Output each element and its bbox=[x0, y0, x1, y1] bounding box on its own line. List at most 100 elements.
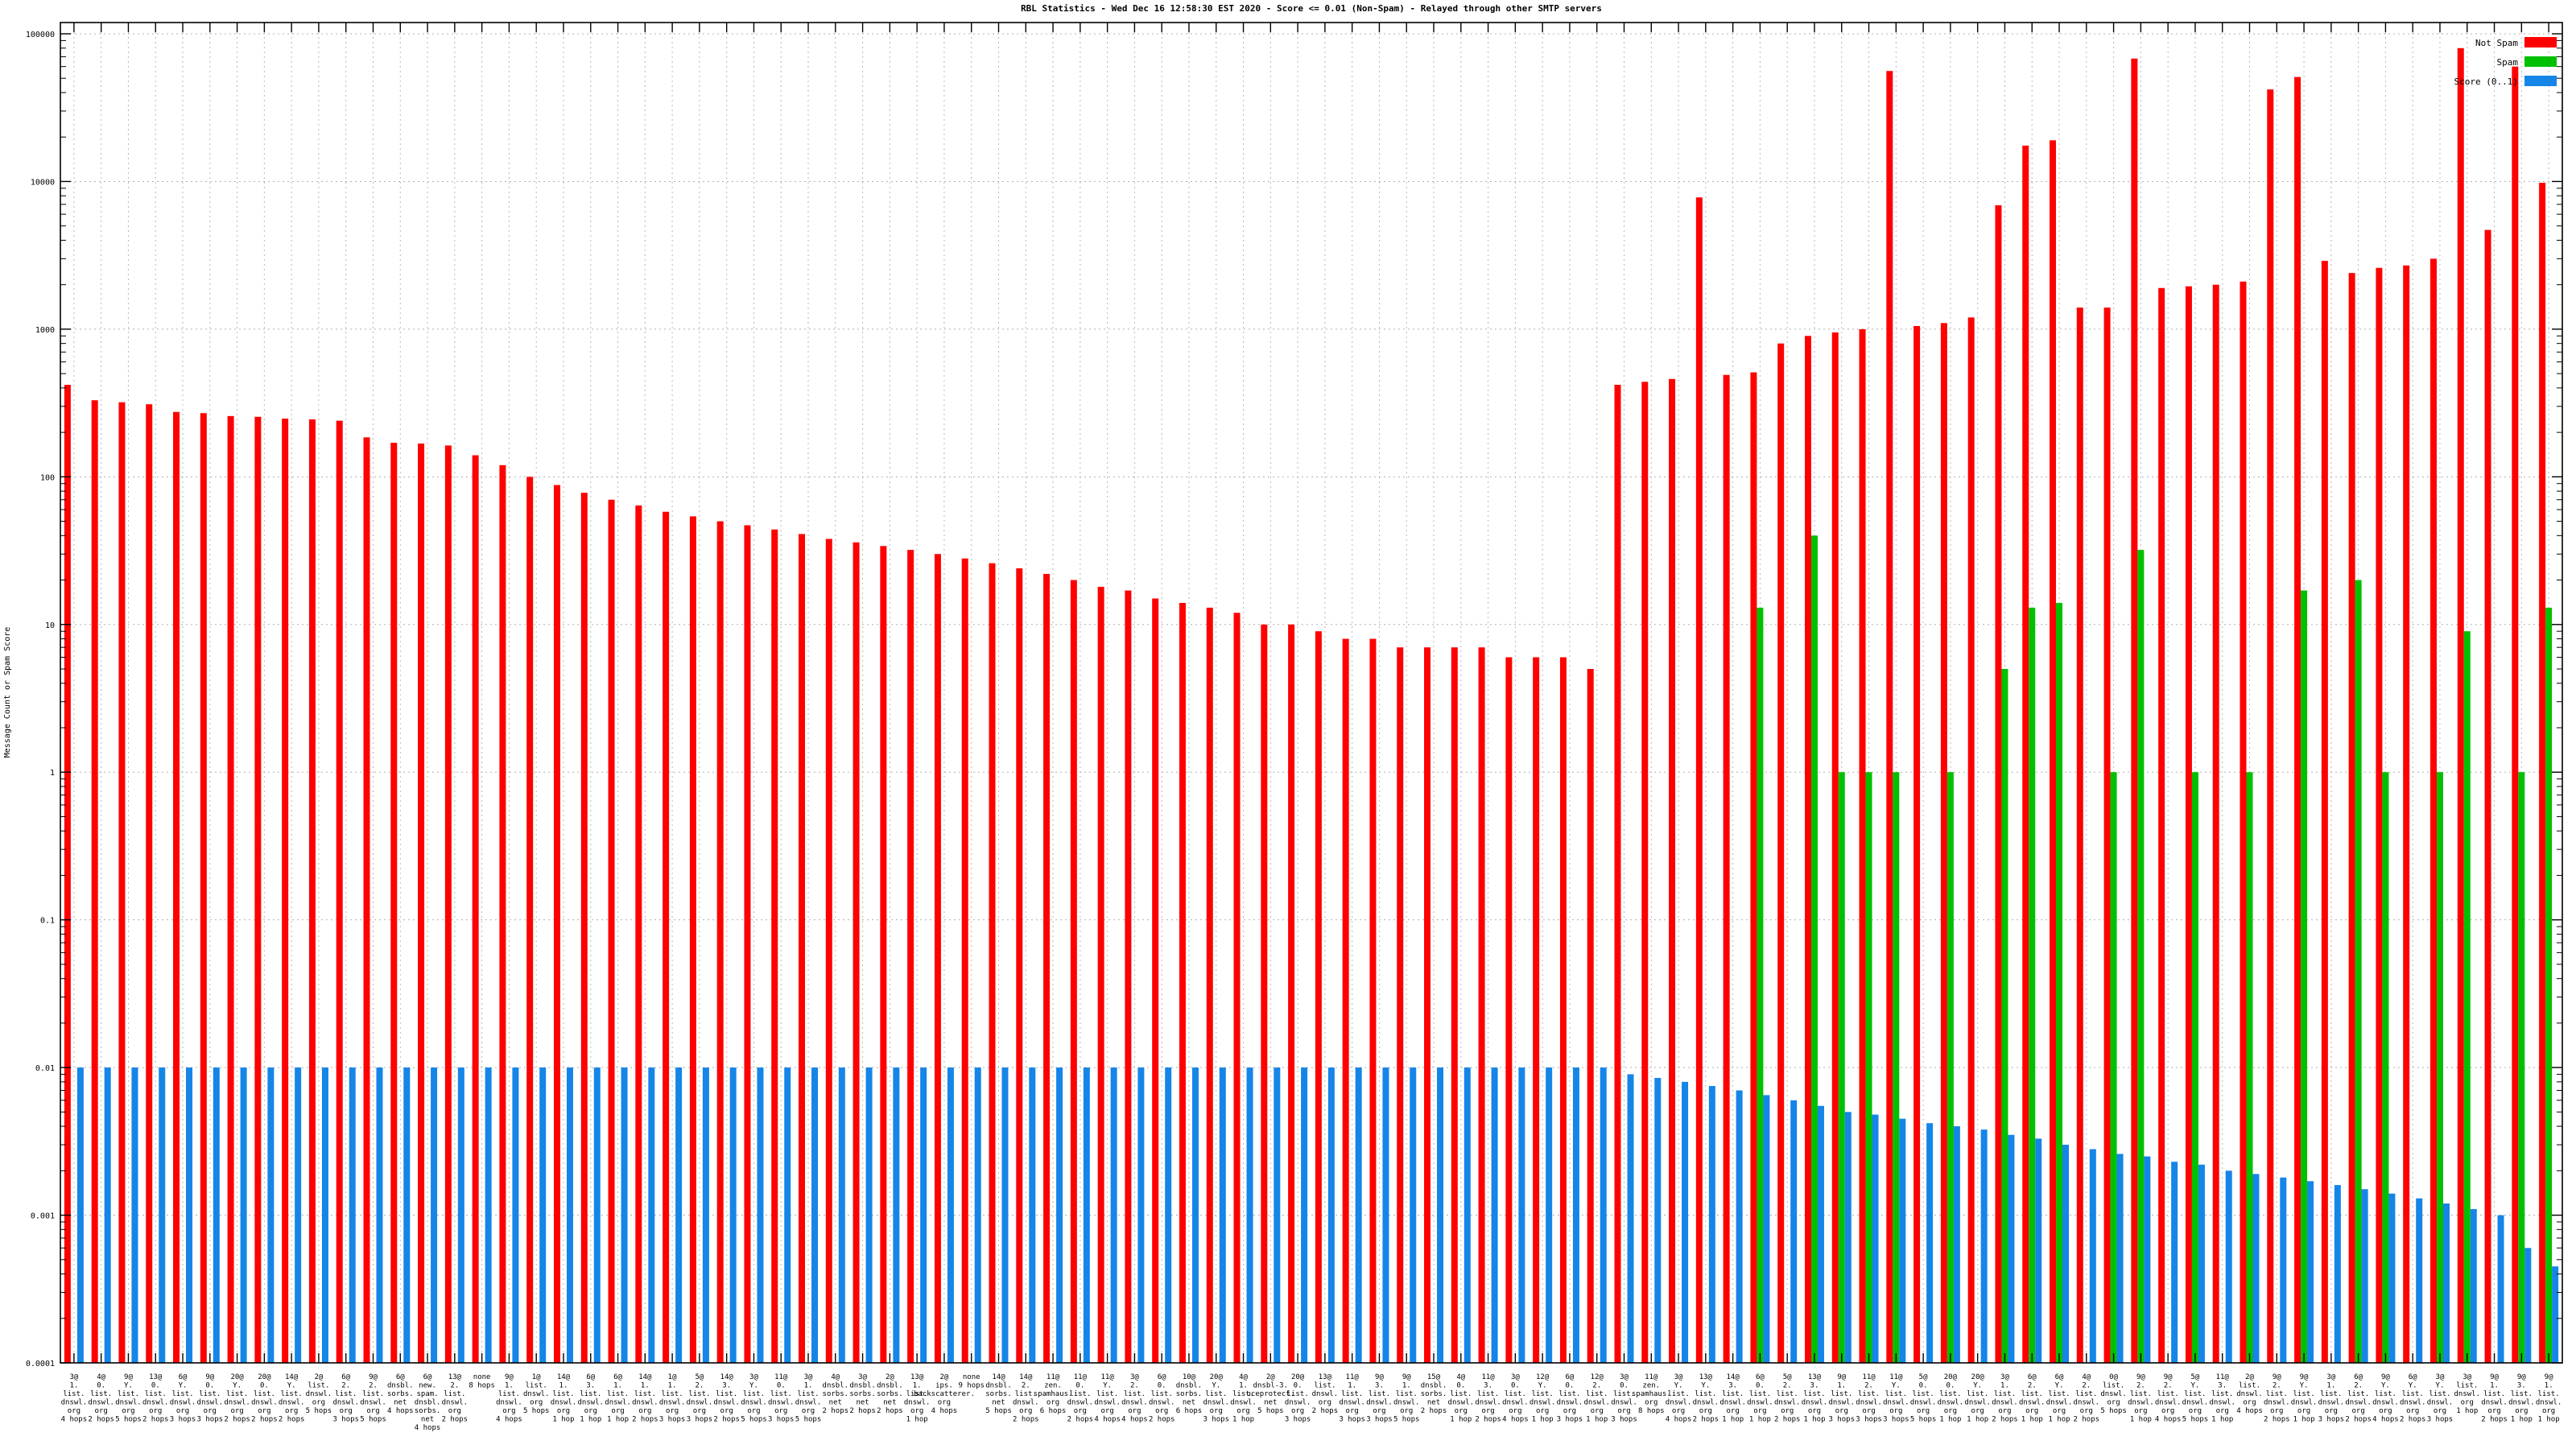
bar-not-spam bbox=[716, 521, 724, 1363]
x-tick-label: 12@ Y. list. dnswl. org 1 hop bbox=[1530, 1373, 1556, 1424]
bar-score-0-1 bbox=[838, 1067, 845, 1363]
x-tick-label: 6@ Y. list. dnswl. org 3 hops bbox=[170, 1373, 196, 1424]
bar-not-spam bbox=[2267, 89, 2274, 1364]
bar-score-0-1 bbox=[2089, 1149, 2096, 1363]
bar-not-spam bbox=[1641, 382, 1649, 1363]
x-tick-label: 9@ 2. list. dnswl. org 5 hops bbox=[360, 1373, 386, 1424]
bar-not-spam bbox=[2484, 229, 2491, 1363]
bar-not-spam bbox=[1669, 378, 1676, 1363]
bar-score-0-1 bbox=[1382, 1067, 1389, 1363]
bar-score-0-1 bbox=[131, 1067, 138, 1363]
bar-score-0-1 bbox=[784, 1067, 791, 1363]
x-tick-label: 9@ Y. list. dnswl. org 4 hops bbox=[2372, 1373, 2399, 1424]
x-tick-label: 11@ 0. list. dnswl. org 3 hops bbox=[768, 1373, 795, 1424]
bar-score-0-1 bbox=[1029, 1067, 1036, 1363]
x-tick-label: 10@ dnsbl. sorbs. net 6 hops bbox=[1176, 1373, 1203, 1415]
bar-spam bbox=[2301, 590, 2308, 1363]
x-tick-label: 12@ 2. list. dnswl. org 1 hop bbox=[1583, 1373, 1610, 1424]
bar-score-0-1 bbox=[2361, 1189, 2368, 1363]
bar-not-spam bbox=[1723, 374, 1730, 1363]
bar-not-spam bbox=[1940, 323, 1947, 1363]
y-tick-label: 0.01 bbox=[35, 1064, 55, 1073]
bar-not-spam bbox=[799, 534, 806, 1363]
x-tick-label: 13@ 3. list. dnswl. org 1 hop bbox=[1802, 1373, 1828, 1424]
bar-not-spam bbox=[2294, 76, 2301, 1363]
bar-score-0-1 bbox=[757, 1067, 764, 1363]
x-tick-label: 9@ 1. list. dnswl. org 2 hops bbox=[2481, 1373, 2508, 1424]
x-tick-label: 2@ dnsbl. sorbs. net 2 hops bbox=[877, 1373, 903, 1415]
bar-spam bbox=[1865, 772, 1872, 1363]
bar-not-spam bbox=[254, 416, 262, 1363]
bar-score-0-1 bbox=[1056, 1067, 1063, 1363]
bar-not-spam bbox=[2185, 286, 2192, 1364]
bar-score-0-1 bbox=[1627, 1074, 1634, 1363]
y-tick-label: 0.1 bbox=[40, 917, 55, 926]
bar-score-0-1 bbox=[431, 1067, 438, 1363]
x-tick-label: 9@ 1. list. dnswl. org 3 hops bbox=[1829, 1373, 1856, 1424]
bar-not-spam bbox=[2050, 140, 2057, 1364]
bar-not-spam bbox=[1505, 657, 1513, 1363]
bar-not-spam bbox=[608, 499, 615, 1363]
x-tick-label: 3@ 1. list. dnswl. org 4 hops bbox=[61, 1373, 88, 1424]
bar-not-spam bbox=[553, 485, 560, 1363]
x-tick-label: 4@ 2. list. dnswl. org 2 hops bbox=[2074, 1373, 2100, 1424]
bar-not-spam bbox=[336, 420, 343, 1363]
x-tick-label: 6@ 1. list. dnswl. org 1 hop bbox=[605, 1373, 631, 1424]
bar-score-0-1 bbox=[213, 1067, 220, 1363]
bar-spam bbox=[2355, 580, 2362, 1363]
bar-spam bbox=[2518, 772, 2525, 1363]
y-tick-label: 100 bbox=[40, 473, 55, 482]
bar-score-0-1 bbox=[1137, 1067, 1145, 1363]
bar-score-0-1 bbox=[2442, 1203, 2450, 1363]
bar-spam bbox=[2382, 772, 2389, 1363]
bar-not-spam bbox=[2457, 47, 2464, 1364]
x-tick-label: 11@ 0. list. dnswl. org 2 hops bbox=[1067, 1373, 1094, 1424]
x-tick-label: none 8 hops bbox=[469, 1373, 495, 1390]
bar-not-spam bbox=[989, 563, 996, 1363]
legend-label: Spam bbox=[2497, 57, 2519, 68]
bar-score-0-1 bbox=[1491, 1067, 1498, 1363]
bar-not-spam bbox=[2212, 284, 2219, 1363]
bar-score-0-1 bbox=[1518, 1067, 1525, 1363]
bar-not-spam bbox=[2321, 261, 2328, 1363]
x-tick-label: 3@ 1. list. dnswl. org 3 hops bbox=[2318, 1373, 2345, 1424]
bar-spam bbox=[1757, 607, 1764, 1363]
bar-score-0-1 bbox=[865, 1067, 873, 1363]
bar-not-spam bbox=[2429, 258, 2437, 1363]
x-tick-label: 3@ 0. list. dnswl. org 4 hops bbox=[1502, 1373, 1529, 1424]
bar-score-0-1 bbox=[811, 1067, 819, 1363]
x-tick-label: 6@ 0. list. dnswl. org 2 hops bbox=[1149, 1373, 1175, 1424]
bar-not-spam bbox=[1288, 624, 1295, 1363]
grid-lines bbox=[60, 23, 2562, 1363]
x-tick-label: 6@ Y. list. dnswl. org 2 hops bbox=[2400, 1373, 2426, 1424]
bar-spam bbox=[2246, 772, 2253, 1363]
x-tick-label: 2@ ips. backscatterer. org 4 hops bbox=[914, 1373, 975, 1415]
bar-score-0-1 bbox=[1437, 1067, 1444, 1363]
bar-score-0-1 bbox=[2524, 1248, 2532, 1363]
x-tick-label: 0@ list. dnswl. org 5 hops bbox=[2100, 1373, 2127, 1415]
bar-score-0-1 bbox=[159, 1067, 166, 1363]
chart-title: RBL Statistics - Wed Dec 16 12:58:30 EST… bbox=[1021, 3, 1602, 14]
bar-score-0-1 bbox=[1654, 1078, 1662, 1363]
bar-score-0-1 bbox=[1001, 1067, 1009, 1363]
bar-not-spam bbox=[1179, 602, 1186, 1363]
bar-not-spam bbox=[1233, 613, 1241, 1363]
x-tick-label: 3@ 0. list. dnswl. org 3 hops bbox=[1611, 1373, 1637, 1424]
bar-score-0-1 bbox=[2116, 1154, 2124, 1363]
bar-not-spam bbox=[91, 400, 98, 1363]
bar-not-spam bbox=[526, 477, 534, 1364]
x-tick-label: 5@ 0. list. dnswl. org 5 hops bbox=[1910, 1373, 1937, 1424]
bar-spam bbox=[2029, 607, 2036, 1363]
bar-score-0-1 bbox=[2334, 1185, 2341, 1363]
x-tick-label: 11@ zen. spamhaus. org 8 hops bbox=[1632, 1373, 1671, 1415]
bar-score-0-1 bbox=[893, 1067, 900, 1363]
bar-not-spam bbox=[689, 516, 696, 1363]
bar-spam bbox=[1838, 772, 1845, 1363]
bar-score-0-1 bbox=[2062, 1145, 2070, 1363]
bar-score-0-1 bbox=[1546, 1067, 1553, 1363]
legend-swatch bbox=[2524, 76, 2557, 86]
bar-score-0-1 bbox=[1246, 1067, 1253, 1363]
bar-score-0-1 bbox=[2307, 1181, 2314, 1363]
x-tick-label: 9@ 3. list. dnswl. org 3 hops bbox=[1366, 1373, 1393, 1424]
